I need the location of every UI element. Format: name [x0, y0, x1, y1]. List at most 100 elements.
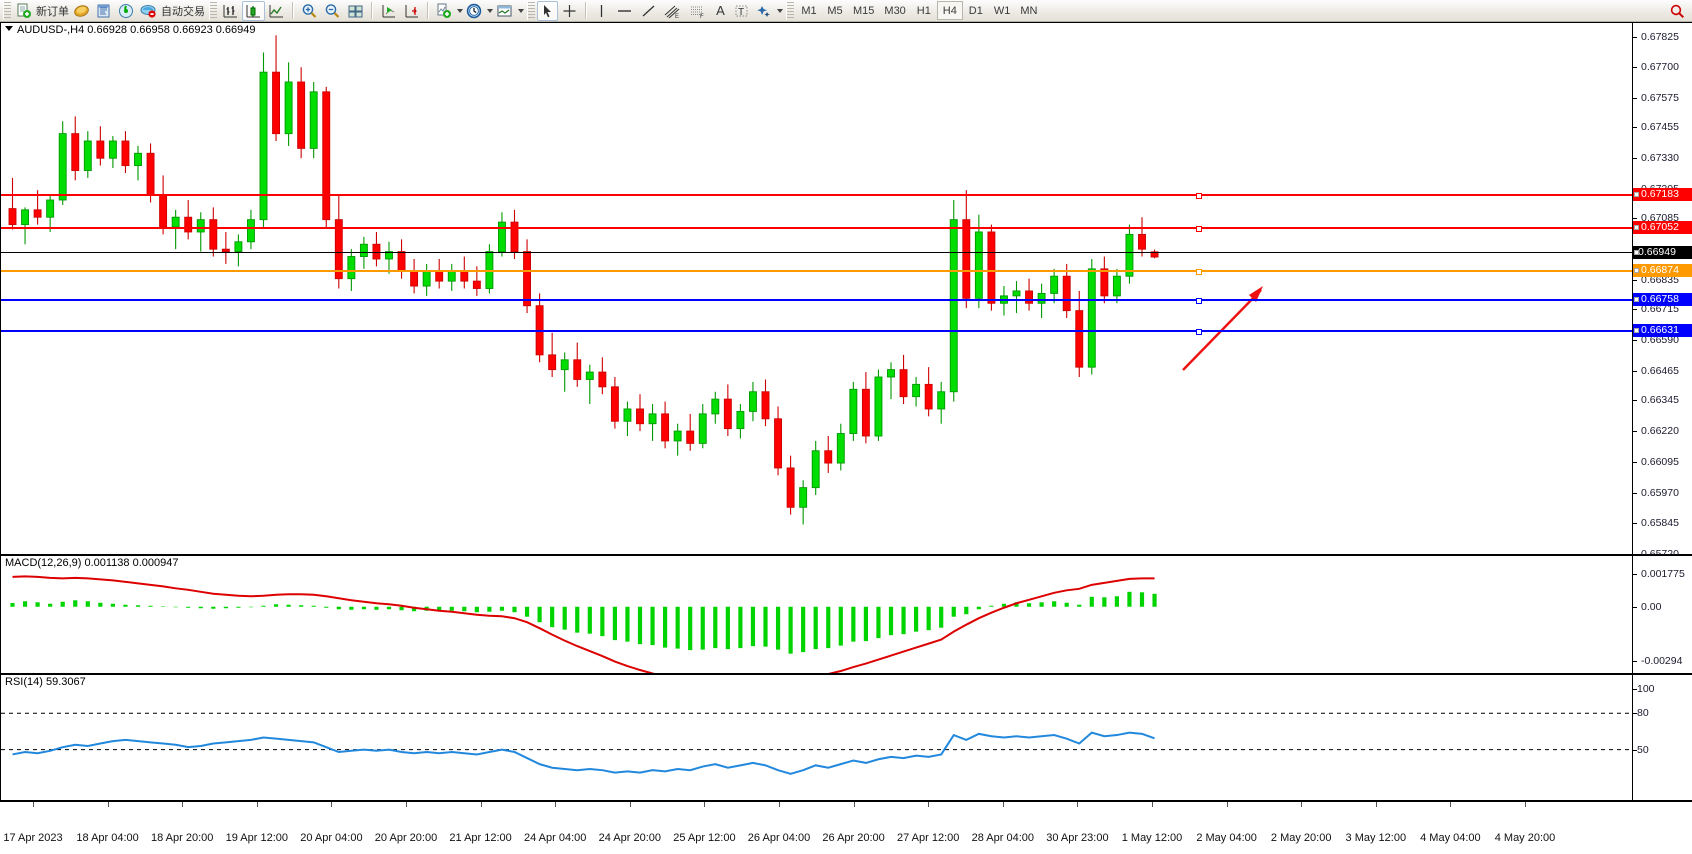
- time-label-1: 18 Apr 04:00: [76, 832, 139, 844]
- indicators-icon[interactable]: [433, 1, 455, 21]
- level-anchor-0[interactable]: [1196, 193, 1202, 200]
- tab-timeframe-h4[interactable]: H4: [936, 1, 963, 20]
- gold-coin-icon[interactable]: [70, 1, 93, 21]
- time-axis[interactable]: 17 Apr 2023 18 Apr 04:00 18 Apr 20:00 19 Ap…: [0, 801, 1692, 854]
- tab-timeframe-m5[interactable]: M5: [827, 4, 843, 17]
- toolbar-separator-3: [427, 2, 429, 19]
- time-label-19: 4 May 04:00: [1420, 832, 1481, 844]
- tab-timeframe-m1[interactable]: M1: [801, 4, 817, 17]
- level-tag-pivot[interactable]: 0.66874: [1633, 264, 1692, 278]
- toolbar-grip-3[interactable]: [527, 1, 535, 20]
- level-line-3[interactable]: [1, 269, 1632, 276]
- toolbar-separator-4: [585, 2, 587, 19]
- equidistant-channel-icon[interactable]: E: [660, 1, 685, 21]
- price-tick-16: 0.65845: [1633, 517, 1692, 530]
- time-label-11: 26 Apr 20:00: [822, 832, 885, 844]
- price-axis[interactable]: 0.678250.677000.675750.674550.673300.672…: [1633, 22, 1692, 560]
- tab-timeframe-d1[interactable]: D1: [968, 4, 983, 17]
- level-tag-resistance-1[interactable]: 0.67183: [1633, 188, 1692, 202]
- search-icon[interactable]: [1666, 1, 1688, 21]
- toolbar-grip[interactable]: [3, 1, 11, 20]
- period-icon[interactable]: [463, 1, 485, 21]
- crosshair-icon[interactable]: [558, 1, 581, 21]
- time-label-10: 26 Apr 04:00: [747, 832, 811, 844]
- fibo-icon[interactable]: F: [685, 1, 710, 21]
- new-order-icon[interactable]: [13, 1, 35, 21]
- price-tick-9: 0.66715: [1633, 303, 1692, 316]
- macd-indicator-pane[interactable]: MACD(12,26,9) 0.001138 0.000947: [0, 555, 1633, 674]
- main-toolbar: 新订单 自动交易: [0, 0, 1692, 22]
- price-chart-pane[interactable]: AUDUSD-,H4 0.66928 0.66958 0.66923 0.669…: [0, 22, 1633, 555]
- level-line-4[interactable]: [1, 297, 1632, 304]
- tile-windows-icon[interactable]: [344, 1, 367, 21]
- bullish-trend-arrow-shaft: [1182, 289, 1262, 371]
- chart-line-icon[interactable]: [265, 1, 288, 21]
- zoom-out-icon[interactable]: [321, 1, 344, 21]
- level-line-5[interactable]: [1, 329, 1632, 336]
- macd-title: MACD(12,26,9) 0.001138 0.000947: [5, 557, 179, 569]
- collapse-triangle-icon[interactable]: [5, 26, 13, 31]
- objects-dropdown-caret[interactable]: [777, 8, 783, 13]
- time-tick-5: [406, 802, 407, 807]
- rsi-indicator-pane[interactable]: RSI(14) 59.3067: [0, 674, 1633, 801]
- price-tick-0: 0.67825: [1633, 31, 1692, 44]
- toolbar-grip-4[interactable]: [786, 1, 794, 20]
- tab-timeframe-mn[interactable]: MN: [1020, 4, 1038, 17]
- hline-icon[interactable]: [612, 1, 637, 21]
- vline-icon[interactable]: [591, 1, 612, 21]
- cursor-icon[interactable]: [537, 0, 558, 21]
- time-tick-10: [779, 802, 780, 807]
- level-line-1[interactable]: [1, 225, 1632, 232]
- chart-shift-icon[interactable]: [400, 1, 423, 21]
- symbol-ohlc-text: AUDUSD-,H4 0.66928 0.66958 0.66923 0.669…: [17, 24, 256, 36]
- macd-signal-line: [12, 575, 1155, 673]
- autoscroll-icon[interactable]: [377, 1, 400, 21]
- level-tag-support-1[interactable]: 0.66758: [1633, 292, 1692, 306]
- level-line-2[interactable]: [1, 251, 1632, 253]
- time-tick-13: [1002, 802, 1004, 807]
- level-anchor-4[interactable]: [1196, 297, 1202, 304]
- news-window-icon[interactable]: [93, 1, 115, 21]
- level-tag-support-2[interactable]: 0.66631: [1633, 324, 1692, 338]
- time-label-0: 17 Apr 2023: [3, 832, 63, 844]
- time-label-4: 20 Apr 04:00: [300, 832, 363, 844]
- signals-icon[interactable]: [115, 1, 137, 21]
- tab-timeframe-h1[interactable]: H1: [916, 4, 931, 17]
- label-icon[interactable]: T: [731, 1, 752, 21]
- tab-timeframe-m15[interactable]: M15: [853, 4, 875, 17]
- time-label-17: 2 May 20:00: [1270, 832, 1332, 844]
- objects-icon[interactable]: [752, 1, 775, 21]
- rsi-title: RSI(14) 59.3067: [5, 676, 86, 688]
- templates-dropdown-caret[interactable]: [518, 8, 524, 13]
- level-anchor-1[interactable]: [1196, 225, 1202, 232]
- time-tick-7: [555, 802, 557, 807]
- new-order-label[interactable]: 新订单: [36, 5, 69, 18]
- candlestick-canvas: [8, 35, 1263, 525]
- zoom-in-icon[interactable]: [298, 1, 321, 21]
- level-anchor-3[interactable]: [1196, 269, 1202, 276]
- price-tick-2: 0.67575: [1633, 92, 1692, 105]
- toolbar-grip-2[interactable]: [209, 1, 217, 20]
- price-tick-3: 0.67455: [1633, 121, 1692, 134]
- macd-axis: 0.001775 0.00 -0.00294: [1633, 555, 1692, 674]
- level-anchor-5[interactable]: [1196, 329, 1202, 336]
- chart-candles-icon[interactable]: [242, 0, 265, 21]
- period-dropdown-caret[interactable]: [487, 8, 493, 13]
- time-tick-3: [256, 802, 258, 807]
- level-line-0[interactable]: [1, 193, 1632, 200]
- tab-timeframe-w1[interactable]: W1: [993, 4, 1011, 17]
- tab-timeframe-m30[interactable]: M30: [884, 4, 906, 17]
- auto-trading-label[interactable]: 自动交易: [161, 5, 205, 18]
- trendline-icon[interactable]: [637, 1, 660, 21]
- auto-trading-icon[interactable]: [137, 1, 160, 21]
- time-tick-15: [1152, 802, 1153, 807]
- macd-canvas: [10, 575, 1157, 673]
- indicators-dropdown-caret[interactable]: [457, 8, 463, 13]
- rsi-tick-1: 80: [1633, 707, 1692, 720]
- level-tag-current-price[interactable]: 0.66949: [1633, 245, 1692, 259]
- chart-bars-icon[interactable]: [219, 1, 242, 21]
- text-icon[interactable]: A: [716, 3, 725, 18]
- level-tag-resistance-2[interactable]: 0.67052: [1633, 220, 1692, 234]
- templates-icon[interactable]: [493, 1, 516, 21]
- time-tick-11: [853, 802, 855, 807]
